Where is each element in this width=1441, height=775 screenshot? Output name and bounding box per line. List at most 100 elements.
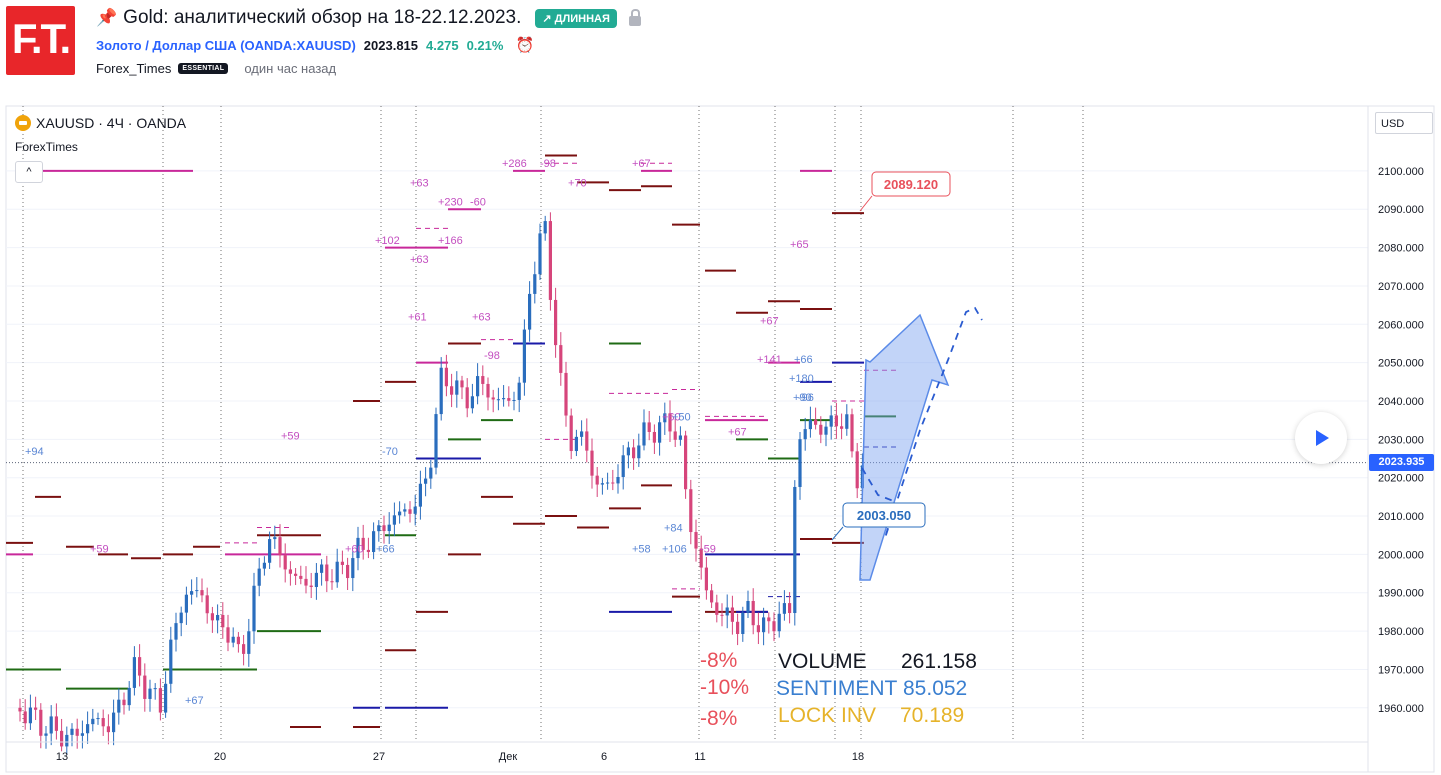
candle-body <box>226 627 230 643</box>
candle-body <box>320 564 324 573</box>
annotation-label: +63 <box>472 312 491 324</box>
candle-body <box>28 707 32 724</box>
author-logo[interactable]: F.T. <box>6 6 75 75</box>
candle-body <box>507 398 511 401</box>
alert-clock-icon[interactable]: ⏰ <box>515 37 535 54</box>
candle-body <box>138 657 142 676</box>
candle-body <box>678 435 682 440</box>
candle-body <box>663 413 667 423</box>
candle-body <box>70 728 74 735</box>
idea-title: Gold: аналитический обзор на 18-22.12.20… <box>123 7 522 28</box>
candle-body <box>668 413 672 432</box>
candle-body <box>512 399 516 401</box>
candle-body <box>543 221 547 234</box>
candle-body <box>652 431 656 443</box>
long-badge: ↗ ДЛИННАЯ <box>535 8 617 28</box>
candle-body <box>647 422 651 432</box>
annotation-label: +58 <box>632 544 651 556</box>
annotation-label: +67 <box>728 427 747 439</box>
sentiment-label: SENTIMENT <box>776 677 898 700</box>
candle-body <box>715 602 719 615</box>
level-annotations: +94 +59 +67 +59 +60 +66 -70 +63 +230 -60 +102 +166 +… <box>25 158 814 707</box>
play-button[interactable] <box>1295 412 1347 464</box>
candle-body <box>75 728 79 736</box>
collapse-legend-button[interactable]: ^ <box>15 161 43 183</box>
candle-body <box>23 711 27 724</box>
candle-body <box>829 415 833 427</box>
candle-body <box>465 387 469 409</box>
annotation-label: +70 <box>568 177 587 189</box>
annotation-label: +180 <box>789 373 814 385</box>
level-lines <box>6 154 896 728</box>
candle-body <box>476 376 480 397</box>
target-box <box>842 502 926 528</box>
annotation-label: -70 <box>382 446 398 458</box>
candle-body <box>496 399 500 401</box>
candle-body <box>148 688 152 699</box>
annotation-label: +94 <box>25 446 44 458</box>
candle-body <box>751 600 755 626</box>
annotation-label: -60 <box>470 197 486 209</box>
candle-body <box>819 424 823 435</box>
candle-body <box>845 414 849 429</box>
candle-body <box>34 707 38 710</box>
time-axis[interactable]: 13 20 27 Дек 6 11 18 <box>6 741 1368 763</box>
author-name[interactable]: Forex_Times <box>96 60 172 76</box>
candle-body <box>673 431 677 440</box>
time-tick: 27 <box>373 751 385 763</box>
candle-body <box>725 607 729 616</box>
candle-body <box>684 435 688 490</box>
lockinv-value: 70.189 <box>900 704 965 727</box>
annotation-label: +59 <box>90 544 109 556</box>
candle-body <box>372 531 376 553</box>
candle-body <box>590 450 594 476</box>
candle-body <box>455 380 459 395</box>
candle-body <box>554 299 558 346</box>
symbol-change-pct: 0.21% <box>466 37 504 53</box>
candle-body <box>658 422 662 443</box>
candle-body <box>158 688 162 713</box>
candle-body <box>782 603 786 614</box>
indicator-name[interactable]: ForexTimes <box>15 140 78 154</box>
chart-grid <box>6 106 1368 742</box>
candle-body <box>559 345 563 373</box>
candle-body <box>611 482 615 484</box>
symbol-link[interactable]: Золото / Доллар США (OANDA:XAUUSD) <box>96 37 356 53</box>
annotation-label: +230 <box>438 197 463 209</box>
candle-body <box>621 455 625 477</box>
candle-body <box>252 585 256 632</box>
price-tick: 1980.000 <box>1378 626 1424 638</box>
annotation-label: -59 <box>700 544 716 556</box>
candle-body <box>80 733 84 736</box>
last-price-label: 2023.935 <box>1369 454 1434 471</box>
price-chart[interactable]: +94 +59 +67 +59 +60 +66 -70 +63 +230 -60 +102 +166 +… <box>0 100 1441 775</box>
candle-body <box>481 376 485 384</box>
logo-text: F.T. <box>11 15 71 62</box>
candle-body <box>840 426 844 429</box>
chart-symbol-legend[interactable]: XAUUSD · 4Ч · OANDA <box>15 115 186 131</box>
gold-icon <box>15 115 31 131</box>
candle-body <box>798 439 802 487</box>
candle-body <box>273 537 277 540</box>
candle-body <box>65 734 69 747</box>
volume-value: 261.158 <box>901 650 977 673</box>
currency-selector[interactable]: USD <box>1375 112 1433 134</box>
candle-body <box>746 600 750 613</box>
candle-body <box>132 657 136 688</box>
candle-body <box>637 445 641 459</box>
candle-body <box>174 623 178 640</box>
candle-body <box>143 675 147 699</box>
symbol-change: 4.275 <box>426 37 459 53</box>
forecast-dashed-path <box>861 306 983 539</box>
annotation-label: +286 <box>502 158 527 170</box>
candle-body <box>418 483 422 507</box>
candle-body <box>398 511 402 516</box>
candle-body <box>278 537 282 556</box>
target-leader <box>831 526 844 541</box>
candle-body <box>101 718 105 727</box>
price-axis[interactable]: 1960.000 1970.000 1980.000 1990.000 2000.000… <box>1367 106 1424 772</box>
candle-body <box>736 621 740 634</box>
candle-body <box>533 274 537 294</box>
time-tick: 11 <box>694 751 705 763</box>
candle-body <box>153 688 157 690</box>
